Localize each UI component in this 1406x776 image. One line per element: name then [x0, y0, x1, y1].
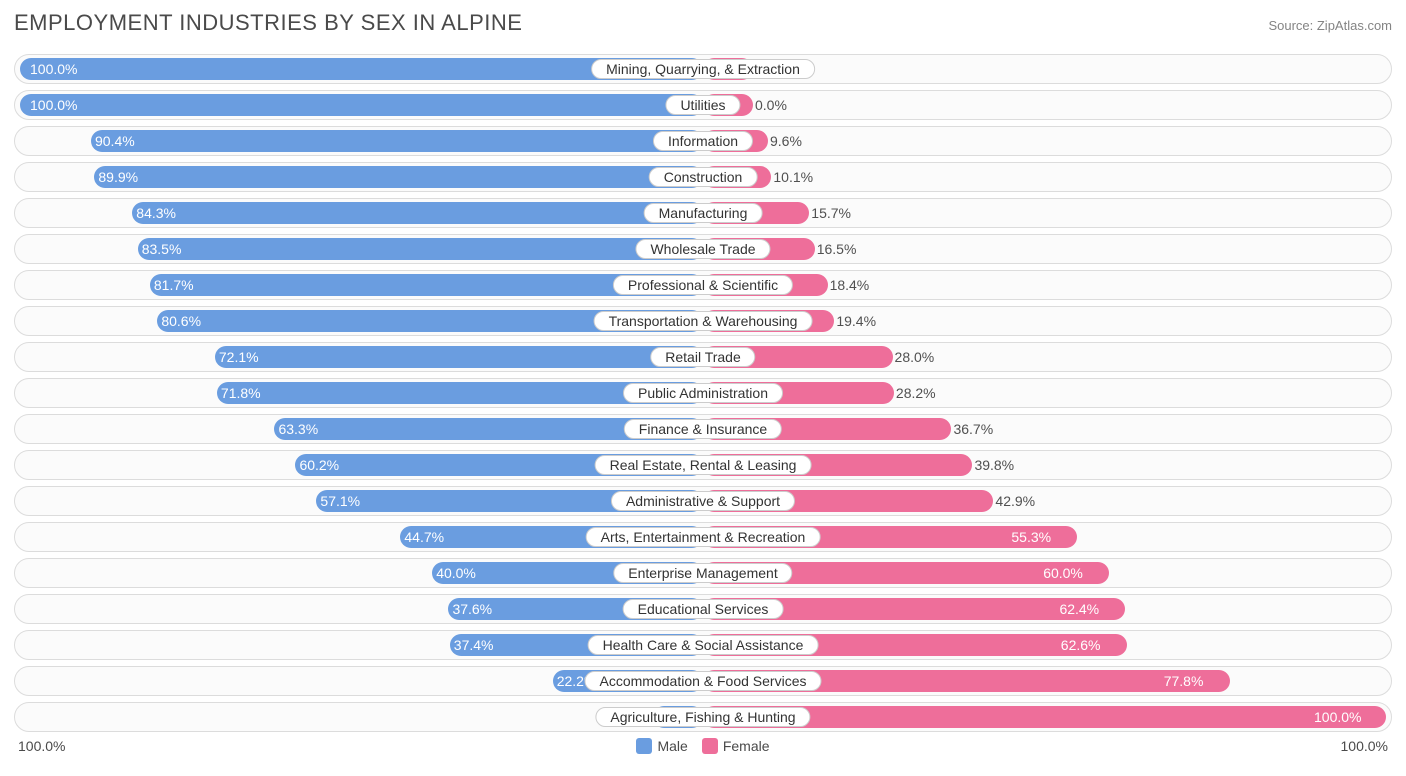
category-label: Administrative & Support: [611, 491, 795, 511]
female-value-label: 39.8%: [974, 457, 1014, 473]
chart-row: 72.1% 28.0% Retail Trade: [14, 342, 1392, 372]
male-value-label: 90.4%: [95, 133, 135, 149]
female-value-label: 42.9%: [995, 493, 1035, 509]
chart-row: 89.9% 10.1% Construction: [14, 162, 1392, 192]
category-label: Mining, Quarrying, & Extraction: [591, 59, 815, 79]
chart-row: 81.7% 18.4% Professional & Scientific: [14, 270, 1392, 300]
male-value-label: 81.7%: [154, 277, 194, 293]
male-value-label: 100.0%: [30, 97, 77, 113]
female-value-label: 100.0%: [1314, 709, 1361, 725]
male-value-label: 72.1%: [219, 349, 259, 365]
chart-row: 84.3% 15.7% Manufacturing: [14, 198, 1392, 228]
female-value-label: 77.8%: [1164, 673, 1204, 689]
axis-right-label: 100.0%: [1341, 738, 1388, 754]
chart-body: 100.0% 0.0% Mining, Quarrying, & Extractio…: [14, 54, 1392, 732]
category-label: Enterprise Management: [613, 563, 792, 583]
category-label: Manufacturing: [644, 203, 763, 223]
female-value-label: 55.3%: [1011, 529, 1051, 545]
male-value-label: 40.0%: [436, 565, 476, 581]
category-label: Retail Trade: [650, 347, 755, 367]
male-value-label: 83.5%: [142, 241, 182, 257]
category-label: Information: [653, 131, 753, 151]
category-label: Finance & Insurance: [624, 419, 782, 439]
male-value-label: 57.1%: [320, 493, 360, 509]
female-value-label: 16.5%: [817, 241, 857, 257]
category-label: Arts, Entertainment & Recreation: [586, 527, 821, 547]
chart-row: 71.8% 28.2% Public Administration: [14, 378, 1392, 408]
axis-left-label: 100.0%: [18, 738, 65, 754]
category-label: Health Care & Social Assistance: [588, 635, 819, 655]
chart-title: EMPLOYMENT INDUSTRIES BY SEX IN ALPINE: [14, 10, 522, 36]
chart-row: 0.0%100.0%Agriculture, Fishing & Hunting: [14, 702, 1392, 732]
female-value-label: 0.0%: [755, 97, 787, 113]
category-label: Wholesale Trade: [635, 239, 770, 259]
category-label: Agriculture, Fishing & Hunting: [595, 707, 810, 727]
male-value-label: 63.3%: [278, 421, 318, 437]
chart-row: 100.0%0.0%Mining, Quarrying, & Extractio…: [14, 54, 1392, 84]
chart-row: 63.3% 36.7% Finance & Insurance: [14, 414, 1392, 444]
category-label: Educational Services: [623, 599, 784, 619]
chart-row: 44.7% 55.3% Arts, Entertainment & Recreati…: [14, 522, 1392, 552]
male-value-label: 60.2%: [299, 457, 339, 473]
category-label: Transportation & Warehousing: [594, 311, 813, 331]
category-label: Accommodation & Food Services: [585, 671, 822, 691]
female-value-label: 62.6%: [1061, 637, 1101, 653]
chart-source: Source: ZipAtlas.com: [1268, 18, 1392, 33]
female-value-label: 19.4%: [836, 313, 876, 329]
female-value-label: 9.6%: [770, 133, 802, 149]
chart-row: 37.4% 62.6% Health Care & Social Assistanc…: [14, 630, 1392, 660]
chart-row: 90.4% 9.6% Information: [14, 126, 1392, 156]
category-label: Utilities: [665, 95, 740, 115]
male-value-label: 84.3%: [136, 205, 176, 221]
chart-row: 80.6% 19.4% Transportation & Warehousing: [14, 306, 1392, 336]
legend-female-swatch: [702, 738, 718, 754]
male-value-label: 44.7%: [404, 529, 444, 545]
chart-row: 40.0% 60.0% Enterprise Management: [14, 558, 1392, 588]
category-label: Professional & Scientific: [613, 275, 793, 295]
male-value-label: 89.9%: [98, 169, 138, 185]
category-label: Real Estate, Rental & Leasing: [595, 455, 812, 475]
male-value-label: 100.0%: [30, 61, 77, 77]
legend-female: Female: [702, 738, 770, 754]
chart-row: 100.0% 0.0% Utilities: [14, 90, 1392, 120]
legend-male-swatch: [636, 738, 652, 754]
male-bar: [94, 166, 703, 188]
female-value-label: 62.4%: [1059, 601, 1099, 617]
legend-male: Male: [636, 738, 687, 754]
female-value-label: 28.2%: [896, 385, 936, 401]
male-bar: [20, 94, 703, 116]
male-value-label: 37.4%: [454, 637, 494, 653]
female-value-label: 10.1%: [773, 169, 813, 185]
male-value-label: 80.6%: [161, 313, 201, 329]
male-value-label: 71.8%: [221, 385, 261, 401]
category-label: Public Administration: [623, 383, 783, 403]
female-value-label: 15.7%: [811, 205, 851, 221]
legend: Male Female: [636, 738, 769, 754]
chart-row: 60.2% 39.8% Real Estate, Rental & Leasing: [14, 450, 1392, 480]
male-bar: [132, 202, 703, 224]
male-bar: [138, 238, 703, 260]
female-value-label: 36.7%: [953, 421, 993, 437]
female-value-label: 28.0%: [895, 349, 935, 365]
legend-male-label: Male: [657, 738, 687, 754]
male-bar: [215, 346, 703, 368]
legend-female-label: Female: [723, 738, 770, 754]
chart-header: EMPLOYMENT INDUSTRIES BY SEX IN ALPINE S…: [14, 10, 1392, 36]
female-value-label: 18.4%: [830, 277, 870, 293]
category-label: Construction: [649, 167, 758, 187]
female-value-label: 60.0%: [1043, 565, 1083, 581]
chart-row: 37.6% 62.4% Educational Services: [14, 594, 1392, 624]
chart-row: 57.1% 42.9% Administrative & Support: [14, 486, 1392, 516]
chart-row: 22.2%77.8%Accommodation & Food Services: [14, 666, 1392, 696]
male-bar: [91, 130, 703, 152]
chart-row: 83.5% 16.5% Wholesale Trade: [14, 234, 1392, 264]
male-value-label: 37.6%: [452, 601, 492, 617]
chart-footer: 100.0% Male Female 100.0%: [14, 738, 1392, 754]
